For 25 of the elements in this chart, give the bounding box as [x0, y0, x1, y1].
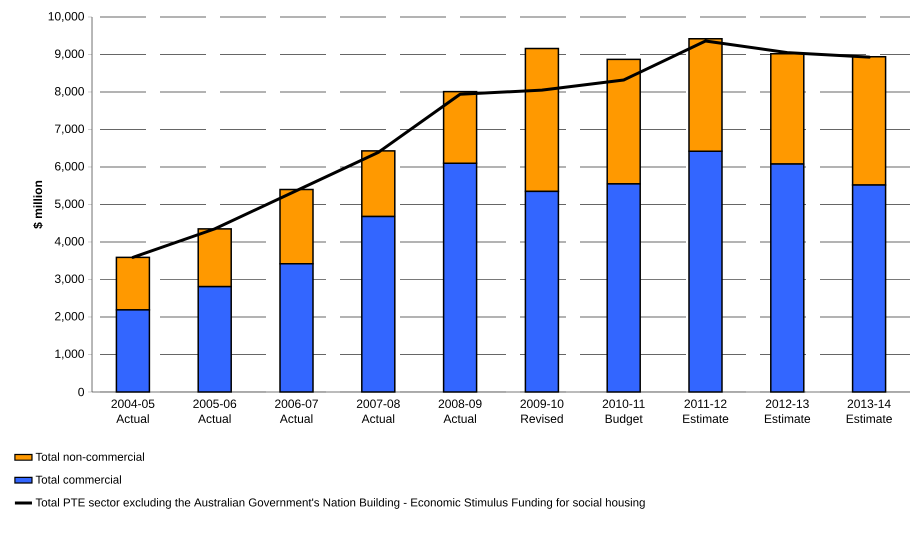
- legend-label: Total commercial: [36, 475, 121, 484]
- y-tick-label: 7,000: [55, 124, 84, 134]
- x-tick-label: 2005-06 Actual: [193, 400, 236, 424]
- y-tick-label: 10,000: [48, 12, 84, 22]
- x-tick-label: 2008-09 Actual: [438, 400, 482, 424]
- y-tick-label: 0: [78, 388, 84, 396]
- y-tick-label: 2,000: [55, 312, 84, 322]
- y-tick-label: 1,000: [55, 350, 84, 360]
- x-tick-label: 2011-12 Estimate: [683, 400, 728, 424]
- y-axis-title: $ million: [33, 180, 43, 229]
- y-tick-label: 5,000: [54, 200, 84, 210]
- x-tick-label: 2006-07 Actual: [275, 400, 318, 424]
- y-tick-label: 9,000: [55, 50, 84, 60]
- x-tick-label: 2004-05 Actual: [111, 400, 154, 424]
- legend-label: Total non-commercial: [36, 452, 144, 461]
- x-tick-label: 2010-11 Budget: [602, 400, 645, 426]
- legend-label: Total PTE sector excluding the Australian Government's Nation Building - Economic Stimulus Funding for social housing: [36, 498, 645, 509]
- y-tick-label: 3,000: [54, 274, 84, 284]
- y-tick-label: 4,000: [54, 237, 84, 247]
- x-tick-label: 2009-10 Revised: [520, 400, 564, 424]
- y-tick-label: 6,000: [55, 162, 84, 172]
- x-tick-label: 2007-08 Actual: [356, 400, 400, 424]
- x-tick-label: 2012-13 Estimate: [764, 400, 810, 424]
- y-tick-label: 8,000: [54, 87, 84, 97]
- x-tick-label: 2013-14 Estimate: [846, 400, 892, 424]
